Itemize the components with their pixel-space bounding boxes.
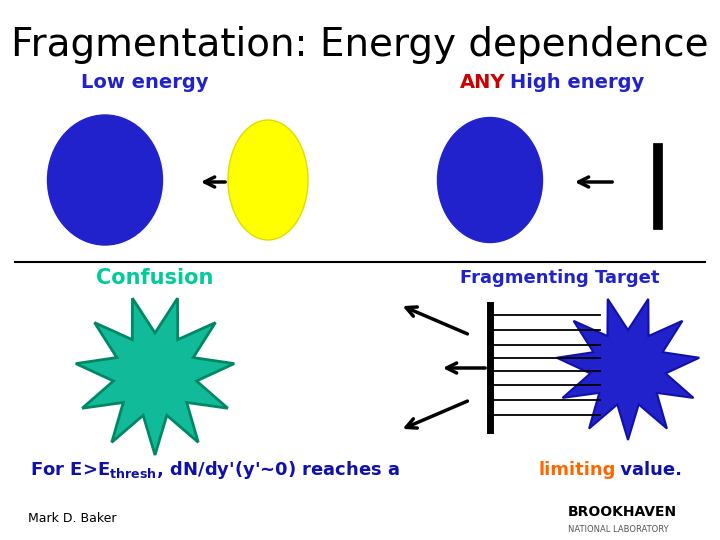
Polygon shape bbox=[557, 299, 699, 440]
Ellipse shape bbox=[48, 115, 163, 245]
Text: NATIONAL LABORATORY: NATIONAL LABORATORY bbox=[568, 525, 669, 535]
Text: limiting: limiting bbox=[538, 461, 616, 479]
Text: High energy: High energy bbox=[510, 72, 644, 91]
Text: Fragmentation: Energy dependence: Fragmentation: Energy dependence bbox=[12, 26, 708, 64]
Ellipse shape bbox=[438, 118, 542, 242]
Text: ANY: ANY bbox=[460, 72, 505, 91]
Text: BROOKHAVEN: BROOKHAVEN bbox=[568, 505, 677, 519]
Ellipse shape bbox=[228, 120, 308, 240]
Text: value.: value. bbox=[614, 461, 682, 479]
Text: Low energy: Low energy bbox=[81, 72, 209, 91]
Text: For E>E$_{\mathregular{thresh}}$, dN/dy'(y'~0) reaches a: For E>E$_{\mathregular{thresh}}$, dN/dy'… bbox=[30, 459, 402, 481]
Polygon shape bbox=[76, 298, 234, 455]
Text: Confusion: Confusion bbox=[96, 268, 214, 288]
Text: Fragmenting Target: Fragmenting Target bbox=[460, 269, 660, 287]
Text: Mark D. Baker: Mark D. Baker bbox=[28, 511, 117, 524]
